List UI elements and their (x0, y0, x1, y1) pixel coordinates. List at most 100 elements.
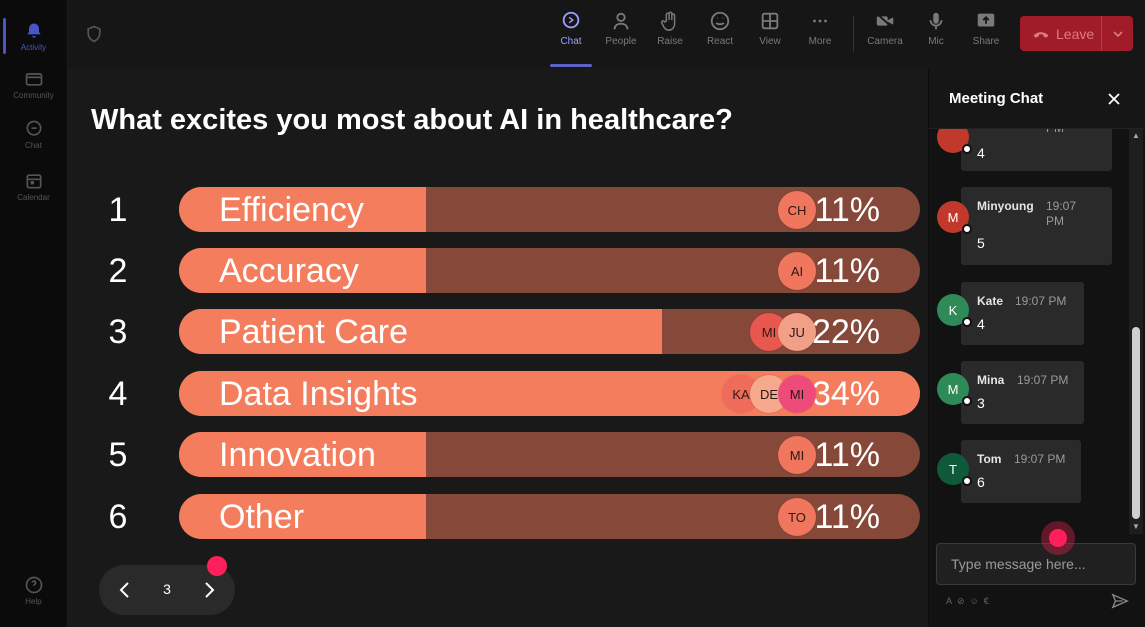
message-compose-box[interactable] (936, 543, 1136, 585)
poll-option-bar[interactable]: Data Insights 34% KA DE MI (179, 371, 920, 416)
rail-item-community[interactable]: Community (0, 62, 67, 106)
toolbar-label: More (808, 36, 832, 47)
poll-option-row[interactable]: 5 Innovation 11% MI (68, 432, 928, 478)
rail-item-help[interactable]: Help (0, 568, 67, 612)
voter-avatars: MI (778, 436, 816, 474)
rail-item-activity[interactable]: Activity (0, 14, 67, 58)
voter-avatars: AI (778, 252, 816, 290)
chat-message[interactable]: Minyoung 19:07 PM 5 (961, 187, 1112, 265)
poll-option-number: 2 (108, 252, 128, 290)
voter-avatar: MI (778, 436, 816, 474)
toolbar-raise-button[interactable]: Raise (645, 10, 695, 60)
send-icon[interactable] (1111, 592, 1129, 610)
bell-icon (26, 23, 41, 38)
poll-option-number: 6 (108, 498, 128, 536)
toolbar-more-button[interactable]: More (795, 10, 845, 60)
toolbar-label: Chat (560, 36, 582, 47)
emoji-icon[interactable]: ☺ (969, 596, 979, 606)
poll-option-row[interactable]: 4 Data Insights 34% KA DE MI (68, 371, 928, 417)
message-timestamp: 19:07 PM (1046, 199, 1077, 228)
message-text: 5 (977, 235, 985, 251)
chat-message[interactable]: Tom 19:07 PM 6 (961, 440, 1081, 503)
chat-title: Meeting Chat (949, 90, 1044, 107)
rail-item-calendar[interactable]: Calendar (0, 164, 67, 208)
toolbar-mic-button[interactable]: Mic (911, 10, 961, 60)
poll-option-row[interactable]: 6 Other 11% TO (68, 494, 928, 540)
poll-option-bar[interactable]: Other 11% TO (179, 494, 920, 539)
gif-icon[interactable]: € (983, 596, 989, 606)
message-author: Tom (977, 452, 1002, 466)
chevron-right-icon[interactable] (197, 578, 221, 602)
poll-option-label: Accuracy (219, 252, 359, 290)
poll-option-percent: 11% (814, 191, 880, 229)
leave-button[interactable]: Leave (1020, 16, 1133, 51)
toolbar-view-button[interactable]: View (745, 10, 795, 60)
close-icon[interactable] (1104, 89, 1124, 109)
presence-indicator (962, 144, 972, 154)
leave-label: Leave (1056, 25, 1095, 42)
chevron-left-icon[interactable] (113, 578, 137, 602)
toolbar-react-button[interactable]: React (695, 10, 745, 60)
meeting-chat-panel: Meeting Chat PM4Minyoung19:07 PM5MKate19… (929, 68, 1145, 627)
chat-icon (26, 120, 41, 136)
message-author: Mina (977, 373, 1005, 387)
presence-indicator (962, 224, 972, 234)
poll-option-bar[interactable]: Innovation 11% MI (179, 432, 920, 477)
chat-message[interactable]: Mina 19:07 PM 3 (961, 361, 1084, 424)
poll-option-fill (179, 248, 426, 293)
message-author: Minyoung (977, 199, 1034, 213)
more-dots-icon (813, 19, 827, 23)
message-input[interactable] (951, 554, 1121, 574)
toolbar-camera-button[interactable]: Camera (860, 10, 910, 60)
leave-main[interactable]: Leave (1020, 16, 1102, 51)
poll-option-bar[interactable]: Efficiency 11% CH (179, 187, 920, 232)
attach-icon[interactable]: ⊘ (957, 596, 965, 606)
poll-option-row[interactable]: 2 Accuracy 11% AI (68, 248, 928, 294)
cursor-highlight-dot (207, 556, 227, 576)
presence-indicator (962, 317, 972, 327)
leave-options-button[interactable] (1102, 28, 1133, 40)
scroll-thumb[interactable] (1132, 327, 1140, 519)
hang-up-icon (1033, 31, 1049, 38)
toolbar-chat-button[interactable]: Chat (546, 10, 596, 67)
chat-scrollbar[interactable]: ▲ ▼ (1129, 129, 1143, 534)
chat-header: Meeting Chat (929, 68, 1145, 129)
message-text: 6 (977, 474, 985, 490)
format-icon[interactable]: A (946, 596, 953, 606)
message-text: 3 (977, 395, 985, 411)
poll-option-fill (179, 494, 426, 539)
toolbar-share-button[interactable]: Share (961, 10, 1011, 60)
shield-icon (87, 25, 101, 43)
toolbar-label: Raise (657, 36, 683, 47)
scroll-down-arrow[interactable]: ▼ (1132, 522, 1140, 531)
poll-option-fill (179, 309, 662, 354)
poll-option-row[interactable]: 1 Efficiency 11% CH (68, 187, 928, 233)
toolbar-separator (853, 16, 854, 52)
meeting-toolbar: Chat People Raise React View More Camera (68, 0, 1145, 68)
poll-option-row[interactable]: 3 Patient Care 22% MI JU (68, 309, 928, 355)
poll-option-percent: 11% (814, 252, 880, 290)
poll-option-percent: 11% (814, 436, 880, 474)
poll-option-number: 4 (108, 375, 128, 413)
calendar-icon (26, 173, 41, 188)
voter-avatar: TO (778, 498, 816, 536)
poll-stage: What excites you most about AI in health… (68, 68, 928, 627)
rail-item-chat[interactable]: Chat (0, 112, 67, 156)
rail-label: Help (25, 596, 42, 606)
person-icon (613, 12, 629, 30)
voter-avatars: CH (778, 191, 816, 229)
message-text: 4 (977, 316, 985, 332)
poll-option-bar[interactable]: Accuracy 11% AI (179, 248, 920, 293)
chat-message[interactable]: PM 4 (961, 129, 1112, 171)
chat-icon (562, 11, 580, 29)
scroll-up-arrow[interactable]: ▲ (1132, 131, 1140, 140)
toolbar-people-button[interactable]: People (596, 10, 646, 60)
voter-avatars: KA DE MI (722, 375, 816, 413)
poll-option-bar[interactable]: Patient Care 22% MI JU (179, 309, 920, 354)
poll-question: What excites you most about AI in health… (91, 104, 733, 136)
community-icon (25, 72, 42, 86)
chat-message[interactable]: Kate 19:07 PM 4 (961, 282, 1084, 345)
voter-avatar: JU (778, 313, 816, 351)
rail-label: Calendar (17, 192, 50, 202)
